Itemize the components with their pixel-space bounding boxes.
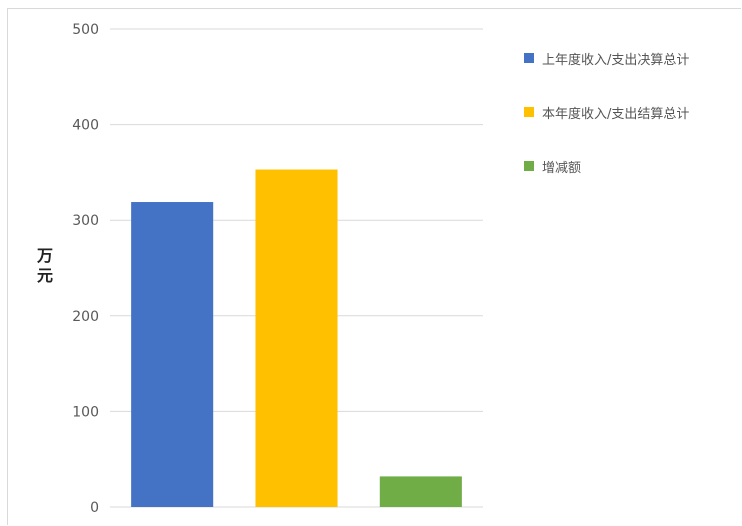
- legend-label-this-year: 本年度收入/支出结算总计: [542, 106, 690, 122]
- y-tick-label-0: 0: [90, 500, 99, 516]
- bars: [131, 169, 462, 508]
- bar-1: [255, 169, 338, 508]
- legend-swatch-last-year: [524, 53, 534, 63]
- y-tick-label-200: 200: [72, 309, 99, 325]
- legend-item-last-year: 上年度收入/支出决算总计: [524, 48, 740, 68]
- legend-swatch-change: [524, 161, 534, 171]
- y-axis-ticks: 0 100 200 300 400 500: [72, 22, 99, 516]
- bar-0: [131, 202, 214, 507]
- y-tick-label-400: 400: [72, 118, 99, 134]
- legend-label-last-year: 上年度收入/支出决算总计: [542, 52, 690, 68]
- legend-label-change: 增减额: [542, 160, 582, 176]
- y-tick-label-100: 100: [72, 404, 99, 420]
- legend-item-change: 增减额: [524, 156, 740, 176]
- bar-2: [379, 476, 462, 507]
- y-axis-label: 万元: [36, 246, 53, 285]
- legend-swatch-this-year: [524, 107, 534, 117]
- legend: 上年度收入/支出决算总计 本年度收入/支出结算总计 增减额: [524, 48, 740, 210]
- legend-item-this-year: 本年度收入/支出结算总计: [524, 102, 740, 122]
- y-tick-label-500: 500: [72, 22, 99, 38]
- y-tick-label-300: 300: [72, 213, 99, 229]
- chart-frame: [7, 8, 741, 525]
